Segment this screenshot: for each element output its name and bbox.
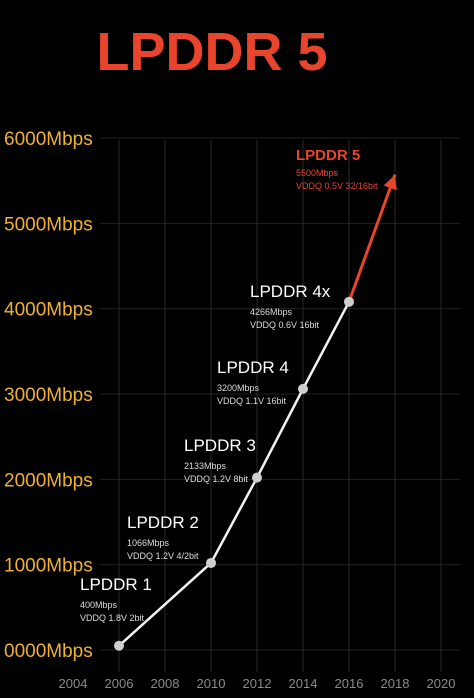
x-tick-label: 2014	[289, 676, 318, 691]
annotation-text: 1066Mbps	[127, 538, 170, 548]
x-tick-label: 2020	[427, 676, 456, 691]
annotation-title: LPDDR 4x	[250, 282, 331, 301]
annotation-title: LPDDR 2	[127, 513, 199, 532]
data-point	[298, 383, 308, 394]
arrow-head	[383, 174, 397, 191]
chart-title: LPDDR 5	[96, 22, 327, 82]
annotation-text: VDDQ 0.5V 32/16bit	[296, 181, 378, 191]
annotation-title: LPDDR 4	[217, 358, 289, 377]
annotation-text: VDDQ 0.6V 16bit	[250, 320, 320, 330]
data-point	[206, 557, 216, 568]
annotation-text: 2133Mbps	[184, 461, 227, 471]
annotation-text: VDDQ 1.1V 16bit	[217, 396, 287, 406]
x-tick-label: 2008	[151, 676, 180, 691]
y-tick-label: 3000Mbps	[4, 385, 93, 406]
annotation-title: LPDDR 3	[184, 436, 256, 455]
annotation-text: 5500Mbps	[296, 168, 339, 178]
y-tick-label: 0000Mbps	[4, 641, 93, 662]
annotation-text: VDDQ 1.2V 4/2bit	[127, 551, 199, 561]
x-tick-label: 2006	[105, 676, 134, 691]
y-tick-label: 4000Mbps	[4, 300, 93, 321]
x-tick-label: 2016	[335, 676, 364, 691]
highlight-line	[347, 174, 397, 303]
x-tick-label: 2012	[243, 676, 272, 691]
annotation-title: LPDDR 5	[296, 147, 360, 164]
annotation-text: 3200Mbps	[217, 383, 260, 393]
x-tick-label: 2018	[381, 676, 410, 691]
annotation-text: VDDQ 1.8V 2bit	[80, 613, 145, 623]
y-tick-label: 1000Mbps	[4, 556, 93, 577]
data-point	[252, 472, 262, 483]
annotation-text: VDDQ 1.2V 8bit	[184, 474, 249, 484]
y-tick-label: 2000Mbps	[4, 470, 93, 491]
annotation-text: 400Mbps	[80, 600, 118, 610]
data-point	[344, 296, 354, 307]
y-tick-label: 5000Mbps	[4, 214, 93, 235]
data-point	[114, 640, 124, 651]
annotation-title: LPDDR 1	[80, 575, 152, 594]
x-tick-label: 2010	[197, 676, 226, 691]
y-tick-label: 6000Mbps	[4, 129, 93, 150]
x-tick-label: 2004	[59, 676, 88, 691]
annotation-text: 4266Mbps	[250, 307, 293, 317]
